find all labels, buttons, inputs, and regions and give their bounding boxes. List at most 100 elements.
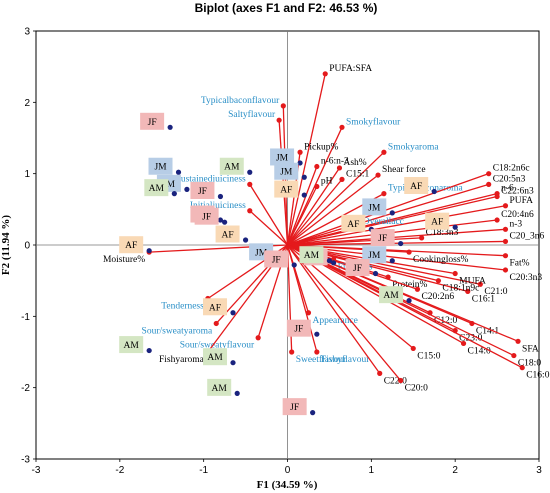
variable-vector-tip bbox=[213, 320, 219, 327]
x-tick-label: -2 bbox=[115, 465, 124, 476]
variable-label: Fat% bbox=[509, 259, 529, 269]
observation-point bbox=[217, 193, 224, 200]
group-label-box bbox=[264, 250, 289, 268]
observation-point bbox=[291, 262, 297, 268]
variable-vector-tip bbox=[494, 193, 500, 200]
observation-point bbox=[217, 217, 224, 223]
variable-vector-tip bbox=[336, 165, 343, 171]
observation-point bbox=[242, 237, 249, 243]
variable-vector-tip bbox=[419, 235, 425, 241]
group-label: JM bbox=[276, 153, 289, 163]
variable-vector-tip bbox=[477, 281, 483, 287]
group-label: JM bbox=[368, 251, 381, 261]
observation-point bbox=[301, 192, 307, 198]
variable-vector-tip bbox=[410, 345, 416, 352]
variable-label: n-6 bbox=[501, 184, 514, 194]
observation-point bbox=[301, 174, 307, 180]
variable-vector bbox=[286, 186, 318, 246]
group-label: AM bbox=[212, 384, 228, 394]
variable-vector-tip bbox=[406, 249, 412, 255]
group-label: JF bbox=[378, 234, 387, 244]
y-tick-label: -3 bbox=[21, 455, 30, 466]
observation-point bbox=[406, 298, 412, 304]
variable-label: C16:0 bbox=[526, 371, 549, 381]
variable-vector-tip bbox=[276, 117, 282, 123]
variable-vector-tip bbox=[314, 349, 320, 355]
variable-vector-tip bbox=[377, 370, 383, 376]
x-tick-label: 0 bbox=[285, 465, 291, 476]
observation-point bbox=[222, 219, 228, 225]
group-label: JF bbox=[353, 264, 362, 274]
y-tick-label: -2 bbox=[21, 383, 30, 394]
variable-vector-tip bbox=[314, 163, 320, 170]
group-label-box bbox=[362, 246, 387, 264]
group-label-box bbox=[190, 181, 215, 199]
group-label-box bbox=[379, 286, 404, 304]
variable-label: pH bbox=[321, 177, 333, 187]
variable-vector-tip bbox=[502, 267, 509, 273]
group-label: AF bbox=[222, 231, 234, 241]
group-label-box bbox=[370, 229, 395, 247]
group-label-box bbox=[362, 198, 387, 216]
variable-vector-tip bbox=[339, 176, 345, 182]
axis-ticks: -3 -2 -1 0 1 2 3 -3 -2 -1 0 1 2 3 bbox=[21, 27, 542, 477]
group-label: JF bbox=[198, 187, 207, 197]
observation-point bbox=[310, 410, 316, 416]
variable-label: Sweetflavour bbox=[296, 354, 347, 365]
variable-label: C18:0 bbox=[518, 359, 541, 369]
group-label-box bbox=[404, 177, 429, 194]
observation-point bbox=[184, 186, 190, 192]
y-tick-label: 1 bbox=[24, 169, 30, 180]
variable-label: Cookingloss% bbox=[413, 255, 469, 265]
variable-label: C20:2n6 bbox=[421, 292, 454, 302]
group-label-box bbox=[282, 398, 307, 416]
variable-vector bbox=[287, 205, 506, 246]
y-tick-label: 0 bbox=[24, 241, 30, 252]
variable-label: C16:1 bbox=[472, 294, 495, 304]
variable-label: SFA bbox=[522, 344, 539, 354]
variable-vector-tip bbox=[460, 340, 467, 347]
group-label: AM bbox=[383, 291, 399, 301]
observation-point bbox=[230, 360, 236, 366]
variable-vector-tip bbox=[297, 149, 303, 155]
variable-vector-tip bbox=[339, 124, 345, 130]
group-label-box bbox=[274, 180, 299, 198]
variable-label: Protein% bbox=[392, 280, 427, 290]
variable-vector-tip bbox=[289, 349, 295, 355]
variable-vector-tip bbox=[519, 365, 525, 371]
group-label: AF bbox=[209, 303, 221, 313]
group-label-box bbox=[219, 157, 244, 175]
variable-vector-tip bbox=[494, 217, 500, 223]
x-tick-label: 2 bbox=[452, 465, 458, 476]
variable-vector bbox=[287, 240, 506, 246]
variable-vector-tip bbox=[375, 172, 381, 178]
group-label-box bbox=[140, 112, 165, 130]
variable-vector-tip bbox=[502, 226, 509, 232]
variable-label: C21:0 bbox=[484, 287, 507, 297]
variable-vector-tip bbox=[435, 278, 441, 284]
group-label: AM bbox=[149, 184, 165, 194]
variable-vector-tip bbox=[414, 286, 421, 292]
group-label: JM bbox=[163, 180, 176, 190]
observation-point bbox=[372, 270, 379, 277]
group-label-box bbox=[119, 336, 144, 354]
observation-point bbox=[175, 169, 182, 175]
variable-label: Sour/sweatyflavour bbox=[180, 340, 255, 351]
variable-vector bbox=[286, 244, 381, 374]
group-label-box bbox=[203, 298, 228, 316]
group-label-box bbox=[207, 378, 232, 396]
variable-label: C20:5n3 bbox=[493, 174, 526, 184]
group-label: JM bbox=[368, 203, 381, 213]
variable-vector-tip bbox=[486, 171, 492, 177]
group-label: AM bbox=[224, 163, 240, 173]
variable-vector-tip bbox=[255, 335, 261, 341]
variable-vector bbox=[287, 244, 410, 253]
variable-label: C18:1n9c bbox=[442, 284, 479, 294]
variable-vector bbox=[287, 228, 506, 246]
variable-vector-tip bbox=[502, 238, 509, 245]
observation-point bbox=[389, 210, 395, 216]
variable-label: C18:3n3 bbox=[426, 228, 459, 238]
variable-vector bbox=[286, 178, 343, 246]
variable-label: Sustainedjuiciness bbox=[176, 174, 246, 184]
variable-vector-tip bbox=[305, 310, 312, 316]
